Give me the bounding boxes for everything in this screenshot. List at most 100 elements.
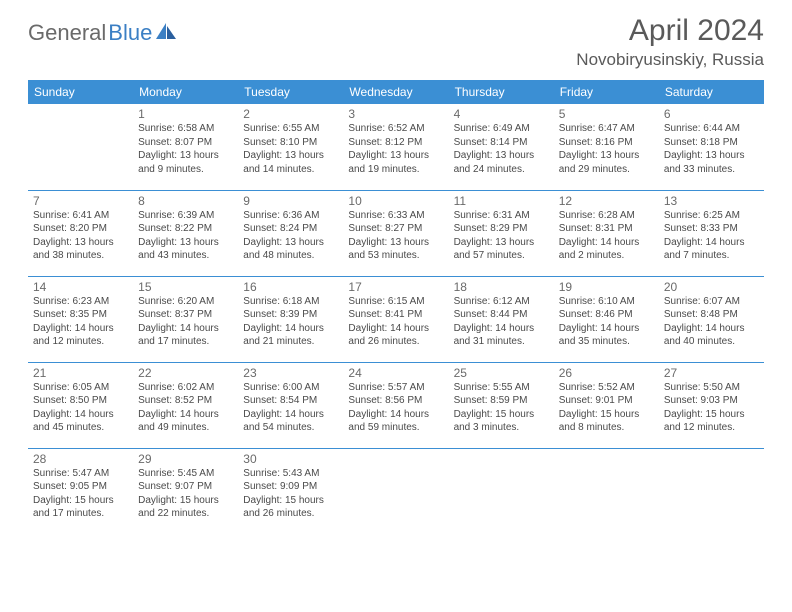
sunrise-text: Sunrise: 5:50 AM <box>664 381 759 395</box>
sunset-text: Sunset: 8:52 PM <box>138 394 233 408</box>
calendar-day-cell: 20Sunrise: 6:07 AMSunset: 8:48 PMDayligh… <box>659 276 764 362</box>
weekday-header: Monday <box>133 80 238 104</box>
calendar-day-cell <box>343 448 448 534</box>
day-info: Sunrise: 6:47 AMSunset: 8:16 PMDaylight:… <box>559 122 654 176</box>
sunrise-text: Sunrise: 6:18 AM <box>243 295 338 309</box>
day-info: Sunrise: 5:57 AMSunset: 8:56 PMDaylight:… <box>348 381 443 435</box>
sunset-text: Sunset: 8:35 PM <box>33 308 128 322</box>
day-info: Sunrise: 5:43 AMSunset: 9:09 PMDaylight:… <box>243 467 338 521</box>
daylight-text: Daylight: 13 hours and 14 minutes. <box>243 149 338 176</box>
calendar-day-cell: 26Sunrise: 5:52 AMSunset: 9:01 PMDayligh… <box>554 362 659 448</box>
day-info: Sunrise: 6:55 AMSunset: 8:10 PMDaylight:… <box>243 122 338 176</box>
calendar-day-cell: 24Sunrise: 5:57 AMSunset: 8:56 PMDayligh… <box>343 362 448 448</box>
daylight-text: Daylight: 13 hours and 9 minutes. <box>138 149 233 176</box>
day-number: 14 <box>33 280 128 294</box>
weekday-header: Saturday <box>659 80 764 104</box>
day-number: 16 <box>243 280 338 294</box>
sunrise-text: Sunrise: 6:47 AM <box>559 122 654 136</box>
daylight-text: Daylight: 13 hours and 43 minutes. <box>138 236 233 263</box>
sunrise-text: Sunrise: 6:58 AM <box>138 122 233 136</box>
calendar-day-cell <box>449 448 554 534</box>
day-info: Sunrise: 5:47 AMSunset: 9:05 PMDaylight:… <box>33 467 128 521</box>
sunset-text: Sunset: 8:20 PM <box>33 222 128 236</box>
month-title: April 2024 <box>576 14 764 48</box>
day-number: 6 <box>664 107 759 121</box>
sunrise-text: Sunrise: 5:57 AM <box>348 381 443 395</box>
sunset-text: Sunset: 8:48 PM <box>664 308 759 322</box>
day-number: 22 <box>138 366 233 380</box>
sunrise-text: Sunrise: 6:28 AM <box>559 209 654 223</box>
daylight-text: Daylight: 14 hours and 49 minutes. <box>138 408 233 435</box>
day-info: Sunrise: 6:00 AMSunset: 8:54 PMDaylight:… <box>243 381 338 435</box>
sunset-text: Sunset: 8:31 PM <box>559 222 654 236</box>
sunset-text: Sunset: 8:39 PM <box>243 308 338 322</box>
sunset-text: Sunset: 9:07 PM <box>138 480 233 494</box>
day-info: Sunrise: 6:10 AMSunset: 8:46 PMDaylight:… <box>559 295 654 349</box>
calendar-day-cell: 19Sunrise: 6:10 AMSunset: 8:46 PMDayligh… <box>554 276 659 362</box>
calendar-day-cell: 10Sunrise: 6:33 AMSunset: 8:27 PMDayligh… <box>343 190 448 276</box>
daylight-text: Daylight: 15 hours and 17 minutes. <box>33 494 128 521</box>
calendar-day-cell: 2Sunrise: 6:55 AMSunset: 8:10 PMDaylight… <box>238 104 343 190</box>
sunrise-text: Sunrise: 6:20 AM <box>138 295 233 309</box>
day-number: 20 <box>664 280 759 294</box>
day-number: 7 <box>33 194 128 208</box>
weekday-header: Wednesday <box>343 80 448 104</box>
calendar-week-row: 14Sunrise: 6:23 AMSunset: 8:35 PM Dayligh… <box>28 276 764 362</box>
location-label: Novobiryusinskiy, Russia <box>576 50 764 70</box>
sunset-text: Sunset: 8:59 PM <box>454 394 549 408</box>
day-info: Sunrise: 6:49 AMSunset: 8:14 PMDaylight:… <box>454 122 549 176</box>
sunrise-text: Sunrise: 5:43 AM <box>243 467 338 481</box>
day-info: Sunrise: 6:44 AMSunset: 8:18 PMDaylight:… <box>664 122 759 176</box>
calendar-day-cell: 21Sunrise: 6:05 AMSunset: 8:50 PMDayligh… <box>28 362 133 448</box>
weekday-header: Friday <box>554 80 659 104</box>
day-number: 3 <box>348 107 443 121</box>
calendar-day-cell: 3Sunrise: 6:52 AMSunset: 8:12 PMDaylight… <box>343 104 448 190</box>
daylight-text: Daylight: 13 hours and 19 minutes. <box>348 149 443 176</box>
sunset-text: Sunset: 8:14 PM <box>454 136 549 150</box>
day-number: 27 <box>664 366 759 380</box>
calendar-day-cell: 28Sunrise: 5:47 AMSunset: 9:05 PMDayligh… <box>28 448 133 534</box>
sunset-text: Sunset: 8:50 PM <box>33 394 128 408</box>
daylight-text: Daylight: 15 hours and 12 minutes. <box>664 408 759 435</box>
calendar-day-cell: 29Sunrise: 5:45 AMSunset: 9:07 PMDayligh… <box>133 448 238 534</box>
sunset-text: Sunset: 9:05 PM <box>33 480 128 494</box>
daylight-text: Daylight: 14 hours and 54 minutes. <box>243 408 338 435</box>
daylight-text: Daylight: 14 hours and 26 minutes. <box>348 322 443 349</box>
day-number: 15 <box>138 280 233 294</box>
day-info: Sunrise: 5:55 AMSunset: 8:59 PMDaylight:… <box>454 381 549 435</box>
daylight-text: Daylight: 14 hours and 45 minutes. <box>33 408 128 435</box>
sunset-text: Sunset: 8:54 PM <box>243 394 338 408</box>
calendar-day-cell: 1Sunrise: 6:58 AMSunset: 8:07 PMDaylight… <box>133 104 238 190</box>
day-number: 8 <box>138 194 233 208</box>
sunset-text: Sunset: 8:44 PM <box>454 308 549 322</box>
sunset-text: Sunset: 9:01 PM <box>559 394 654 408</box>
calendar-day-cell: 25Sunrise: 5:55 AMSunset: 8:59 PMDayligh… <box>449 362 554 448</box>
day-info: Sunrise: 5:52 AMSunset: 9:01 PMDaylight:… <box>559 381 654 435</box>
daylight-text: Daylight: 14 hours and 31 minutes. <box>454 322 549 349</box>
sunrise-text: Sunrise: 6:15 AM <box>348 295 443 309</box>
sunset-text: Sunset: 8:27 PM <box>348 222 443 236</box>
calendar-day-cell: 30Sunrise: 5:43 AMSunset: 9:09 PMDayligh… <box>238 448 343 534</box>
day-info: Sunrise: 6:12 AMSunset: 8:44 PMDaylight:… <box>454 295 549 349</box>
sunrise-text: Sunrise: 6:41 AM <box>33 209 128 223</box>
calendar-table: Sunday Monday Tuesday Wednesday Thursday… <box>28 80 764 534</box>
day-number: 28 <box>33 452 128 466</box>
calendar-day-cell: 14Sunrise: 6:23 AMSunset: 8:35 PMDayligh… <box>28 276 133 362</box>
calendar-day-cell: 13Sunrise: 6:25 AMSunset: 8:33 PMDayligh… <box>659 190 764 276</box>
daylight-text: Daylight: 14 hours and 35 minutes. <box>559 322 654 349</box>
sunrise-text: Sunrise: 5:55 AM <box>454 381 549 395</box>
day-number: 24 <box>348 366 443 380</box>
day-info: Sunrise: 5:50 AMSunset: 9:03 PMDaylight:… <box>664 381 759 435</box>
sunrise-text: Sunrise: 6:39 AM <box>138 209 233 223</box>
calendar-day-cell: 9Sunrise: 6:36 AMSunset: 8:24 PMDaylight… <box>238 190 343 276</box>
day-info: Sunrise: 6:20 AMSunset: 8:37 PMDaylight:… <box>138 295 233 349</box>
sunrise-text: Sunrise: 6:23 AM <box>33 295 128 309</box>
day-number: 30 <box>243 452 338 466</box>
sunrise-text: Sunrise: 5:45 AM <box>138 467 233 481</box>
day-number: 13 <box>664 194 759 208</box>
sunrise-text: Sunrise: 6:25 AM <box>664 209 759 223</box>
day-number: 1 <box>138 107 233 121</box>
sunrise-text: Sunrise: 6:33 AM <box>348 209 443 223</box>
day-number: 25 <box>454 366 549 380</box>
calendar-week-row: 28Sunrise: 5:47 AMSunset: 9:05 PMDayligh… <box>28 448 764 534</box>
